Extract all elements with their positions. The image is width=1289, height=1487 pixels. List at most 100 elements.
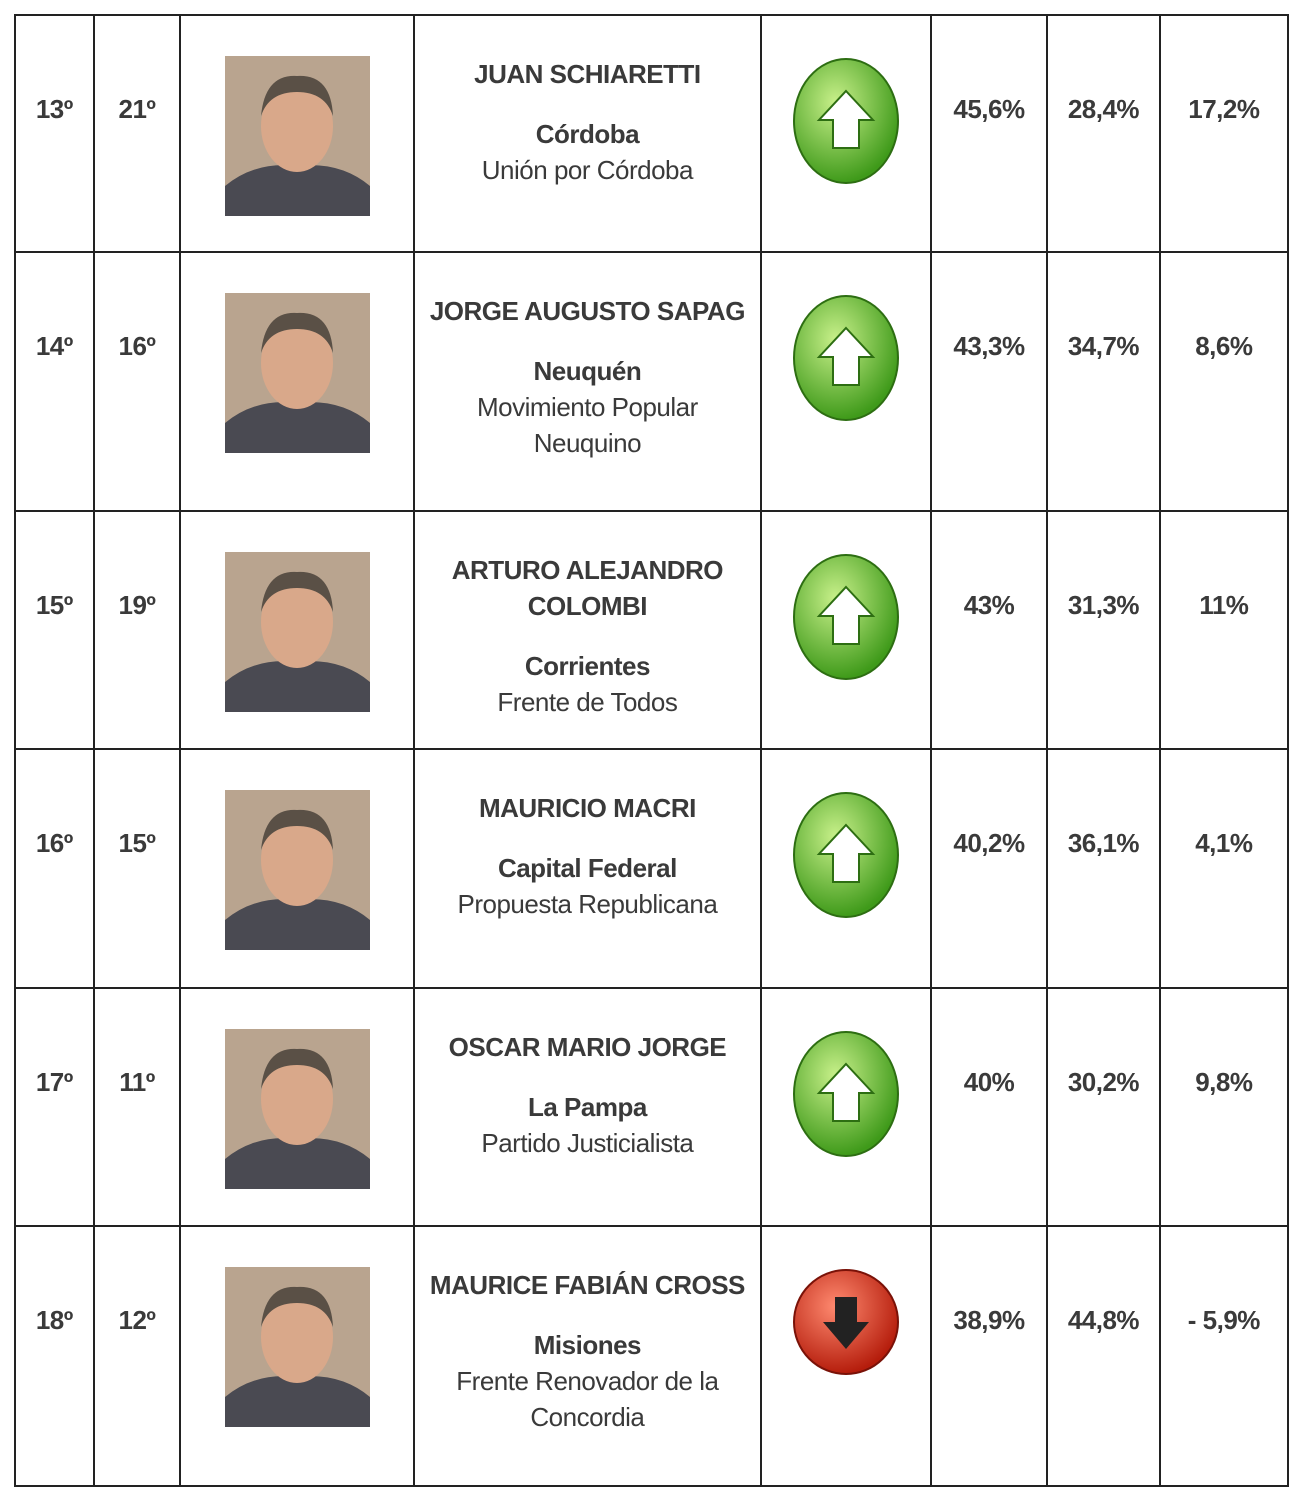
candidate-name: ARTURO ALEJANDRO COLOMBI: [429, 552, 746, 624]
table-cell: 40,2%: [931, 749, 1047, 988]
photo-body: [225, 899, 370, 950]
photo-body: [225, 1138, 370, 1189]
table-cell: 11%: [1160, 511, 1288, 749]
table-cell: [761, 252, 931, 511]
table-cell: OSCAR MARIO JORGELa PampaPartido Justici…: [414, 988, 761, 1226]
current-value: 40%: [964, 1067, 1015, 1097]
current-value: 40,2%: [953, 828, 1024, 858]
current-value: 43%: [964, 590, 1015, 620]
table-row: 15º 19º ARTURO ALEJANDRO COLOMBI Corrientes…: [15, 511, 1288, 749]
table-cell: 15º: [15, 511, 94, 749]
table-cell: 30,2%: [1047, 988, 1160, 1226]
table-cell: 44,8%: [1047, 1226, 1160, 1486]
table-cell: 38,9%: [931, 1226, 1047, 1486]
difference: - 5,9%: [1188, 1305, 1260, 1335]
photo: [225, 56, 370, 216]
previous-rank: 21º: [119, 94, 156, 124]
province: Córdoba: [429, 116, 746, 152]
previous-value: 28,4%: [1068, 94, 1139, 124]
table-cell: 15º: [94, 749, 181, 988]
difference: 17,2%: [1188, 94, 1259, 124]
photo: [225, 1267, 370, 1427]
previous-value: 34,7%: [1068, 331, 1139, 361]
previous-rank: 15º: [119, 828, 156, 858]
table-cell: 21º: [94, 15, 181, 252]
candidate-name: JORGE AUGUSTO SAPAG: [429, 293, 746, 329]
photo: [225, 552, 370, 712]
table-row: 17º11º OSCAR MARIO JORGELa PampaPartido J…: [15, 988, 1288, 1226]
province: Neuquén: [429, 353, 746, 389]
table-cell: 17º: [15, 988, 94, 1226]
table-cell: 16º: [15, 749, 94, 988]
table-cell: 34,7%: [1047, 252, 1160, 511]
previous-rank: 12º: [119, 1305, 156, 1335]
table-cell: [180, 1226, 413, 1486]
province: Corrientes: [429, 648, 746, 684]
difference: 4,1%: [1195, 828, 1252, 858]
table-cell: ARTURO ALEJANDRO COLOMBI CorrientesFrente…: [414, 511, 761, 749]
table-cell: 12º: [94, 1226, 181, 1486]
photo: [225, 293, 370, 453]
table-cell: [180, 511, 413, 749]
table-cell: 16º: [94, 252, 181, 511]
photo-body: [225, 1376, 370, 1427]
table-cell: 11º: [94, 988, 181, 1226]
table-cell: [180, 15, 413, 252]
table-cell: 19º: [94, 511, 181, 749]
photo-body: [225, 402, 370, 453]
table-cell: [761, 749, 931, 988]
candidate-name: MAURICIO MACRI: [429, 790, 746, 826]
trend-down-icon: [791, 1267, 901, 1377]
trend-up-icon: [791, 56, 901, 186]
previous-rank: 19º: [119, 590, 156, 620]
party: Frente Renovador de la Concordia: [429, 1363, 746, 1435]
table-cell: - 5,9%: [1160, 1226, 1288, 1486]
table-cell: 4,1%: [1160, 749, 1288, 988]
table-cell: 43,3%: [931, 252, 1047, 511]
trend-up-icon: [791, 293, 901, 423]
table-cell: 40%: [931, 988, 1047, 1226]
table-cell: 36,1%: [1047, 749, 1160, 988]
party: Movimiento Popular Neuquino: [429, 389, 746, 461]
current-value: 38,9%: [953, 1305, 1024, 1335]
table-cell: [180, 252, 413, 511]
rank: 18º: [36, 1305, 73, 1335]
current-value: 43,3%: [953, 331, 1024, 361]
photo-body: [225, 165, 370, 216]
rank: 15º: [36, 590, 73, 620]
table-row: 18º 12º MAURICE FABIÁN CROSS MisionesFrente…: [15, 1226, 1288, 1486]
previous-rank: 16º: [119, 331, 156, 361]
party: Partido Justicialista: [429, 1125, 746, 1161]
table-cell: [761, 15, 931, 252]
province: La Pampa: [429, 1089, 746, 1125]
current-value: 45,6%: [953, 94, 1024, 124]
table-cell: 9,8%: [1160, 988, 1288, 1226]
photo: [225, 1029, 370, 1189]
table-cell: 8,6%: [1160, 252, 1288, 511]
table-cell: 43%: [931, 511, 1047, 749]
difference: 9,8%: [1195, 1067, 1252, 1097]
rank: 14º: [36, 331, 73, 361]
candidate-name: MAURICE FABIÁN CROSS: [429, 1267, 746, 1303]
party: Frente de Todos: [429, 684, 746, 720]
table-cell: [180, 988, 413, 1226]
rank: 13º: [36, 94, 73, 124]
table-cell: [761, 511, 931, 749]
table-cell: 14º: [15, 252, 94, 511]
previous-value: 36,1%: [1068, 828, 1139, 858]
candidate-name: JUAN SCHIARETTI: [429, 56, 746, 92]
page: 13º21ºJUAN SCHIARETTICórdobaUnión por Có…: [0, 0, 1289, 1479]
table-cell: 28,4%: [1047, 15, 1160, 252]
previous-value: 31,3%: [1068, 590, 1139, 620]
table-cell: [180, 749, 413, 988]
province: Misiones: [429, 1327, 746, 1363]
province: Capital Federal: [429, 850, 746, 886]
